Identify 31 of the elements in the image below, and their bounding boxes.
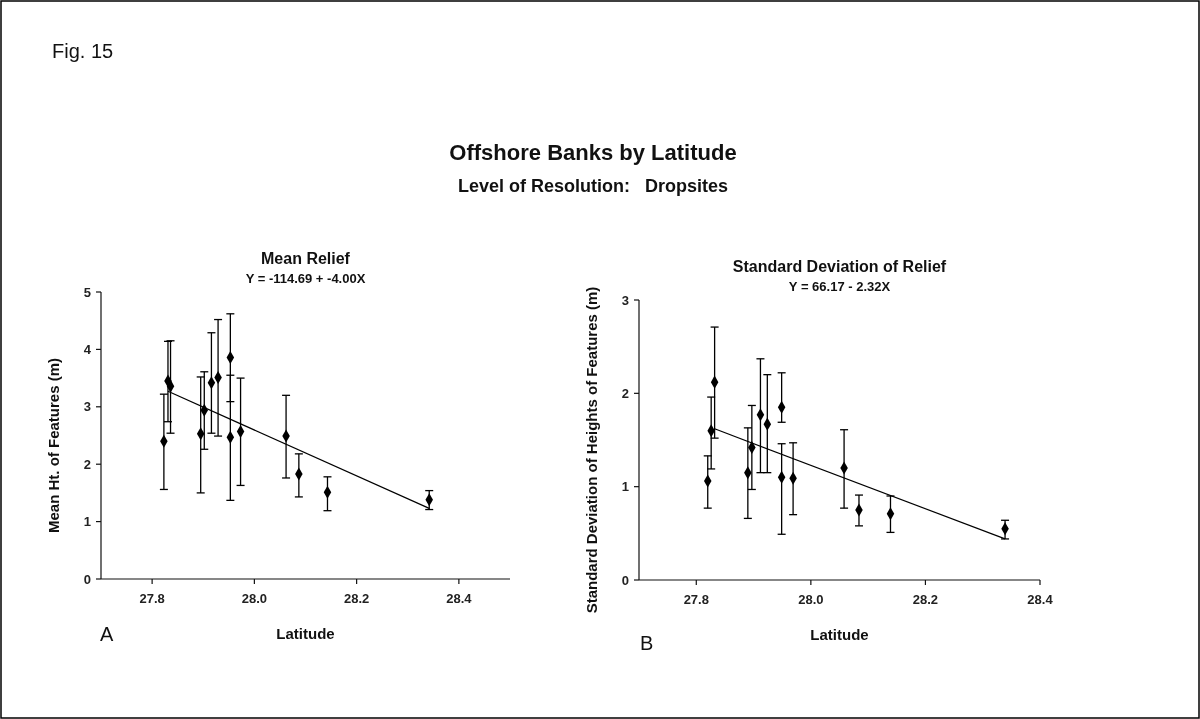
x-tick-label: 27.8 <box>683 592 709 607</box>
text: Level of Resolution: Dropsites <box>457 176 729 196</box>
text: A <box>100 623 114 645</box>
x-tick-label: 28.2 <box>912 592 939 607</box>
x-tick-label: 27.8 <box>139 591 165 606</box>
y-axis-title: Standard Deviation of Heights of Features (m) <box>583 286 600 614</box>
y-tick-label: 3 <box>83 399 91 415</box>
text: B <box>640 632 654 654</box>
y-tick-label: 0 <box>621 572 629 588</box>
y-tick-label: 2 <box>621 385 629 401</box>
chart-title: Mean Relief <box>261 250 351 267</box>
x-tick-label: 28.0 <box>241 591 268 606</box>
chart-subtitle: Y = 66.17 - 2.32X <box>788 279 891 294</box>
y-axis-title: Mean Ht. of Features (m) <box>45 357 62 534</box>
x-tick-label: 28.2 <box>343 591 370 606</box>
caption: Fig. 15 <box>52 40 114 62</box>
y-tick-label: 0 <box>83 571 91 587</box>
y-tick-label: 2 <box>83 456 91 472</box>
y-tick-label: 3 <box>621 292 629 308</box>
x-tick-label: 28.0 <box>798 592 824 607</box>
text: Offshore Banks by Latitude <box>449 140 737 165</box>
y-tick-label: 5 <box>83 284 91 300</box>
y-tick-label: 1 <box>83 514 91 530</box>
chart-title: Standard Deviation of Relief <box>732 258 947 275</box>
y-tick-label: 1 <box>621 479 629 495</box>
x-tick-label: 28.4 <box>1027 592 1054 607</box>
x-axis-title: Latitude <box>276 625 335 642</box>
x-axis-title: Latitude <box>810 626 869 643</box>
chart-subtitle: Y = -114.69 + -4.00X <box>245 271 366 286</box>
y-tick-label: 4 <box>83 341 92 357</box>
x-tick-label: 28.4 <box>446 591 473 606</box>
